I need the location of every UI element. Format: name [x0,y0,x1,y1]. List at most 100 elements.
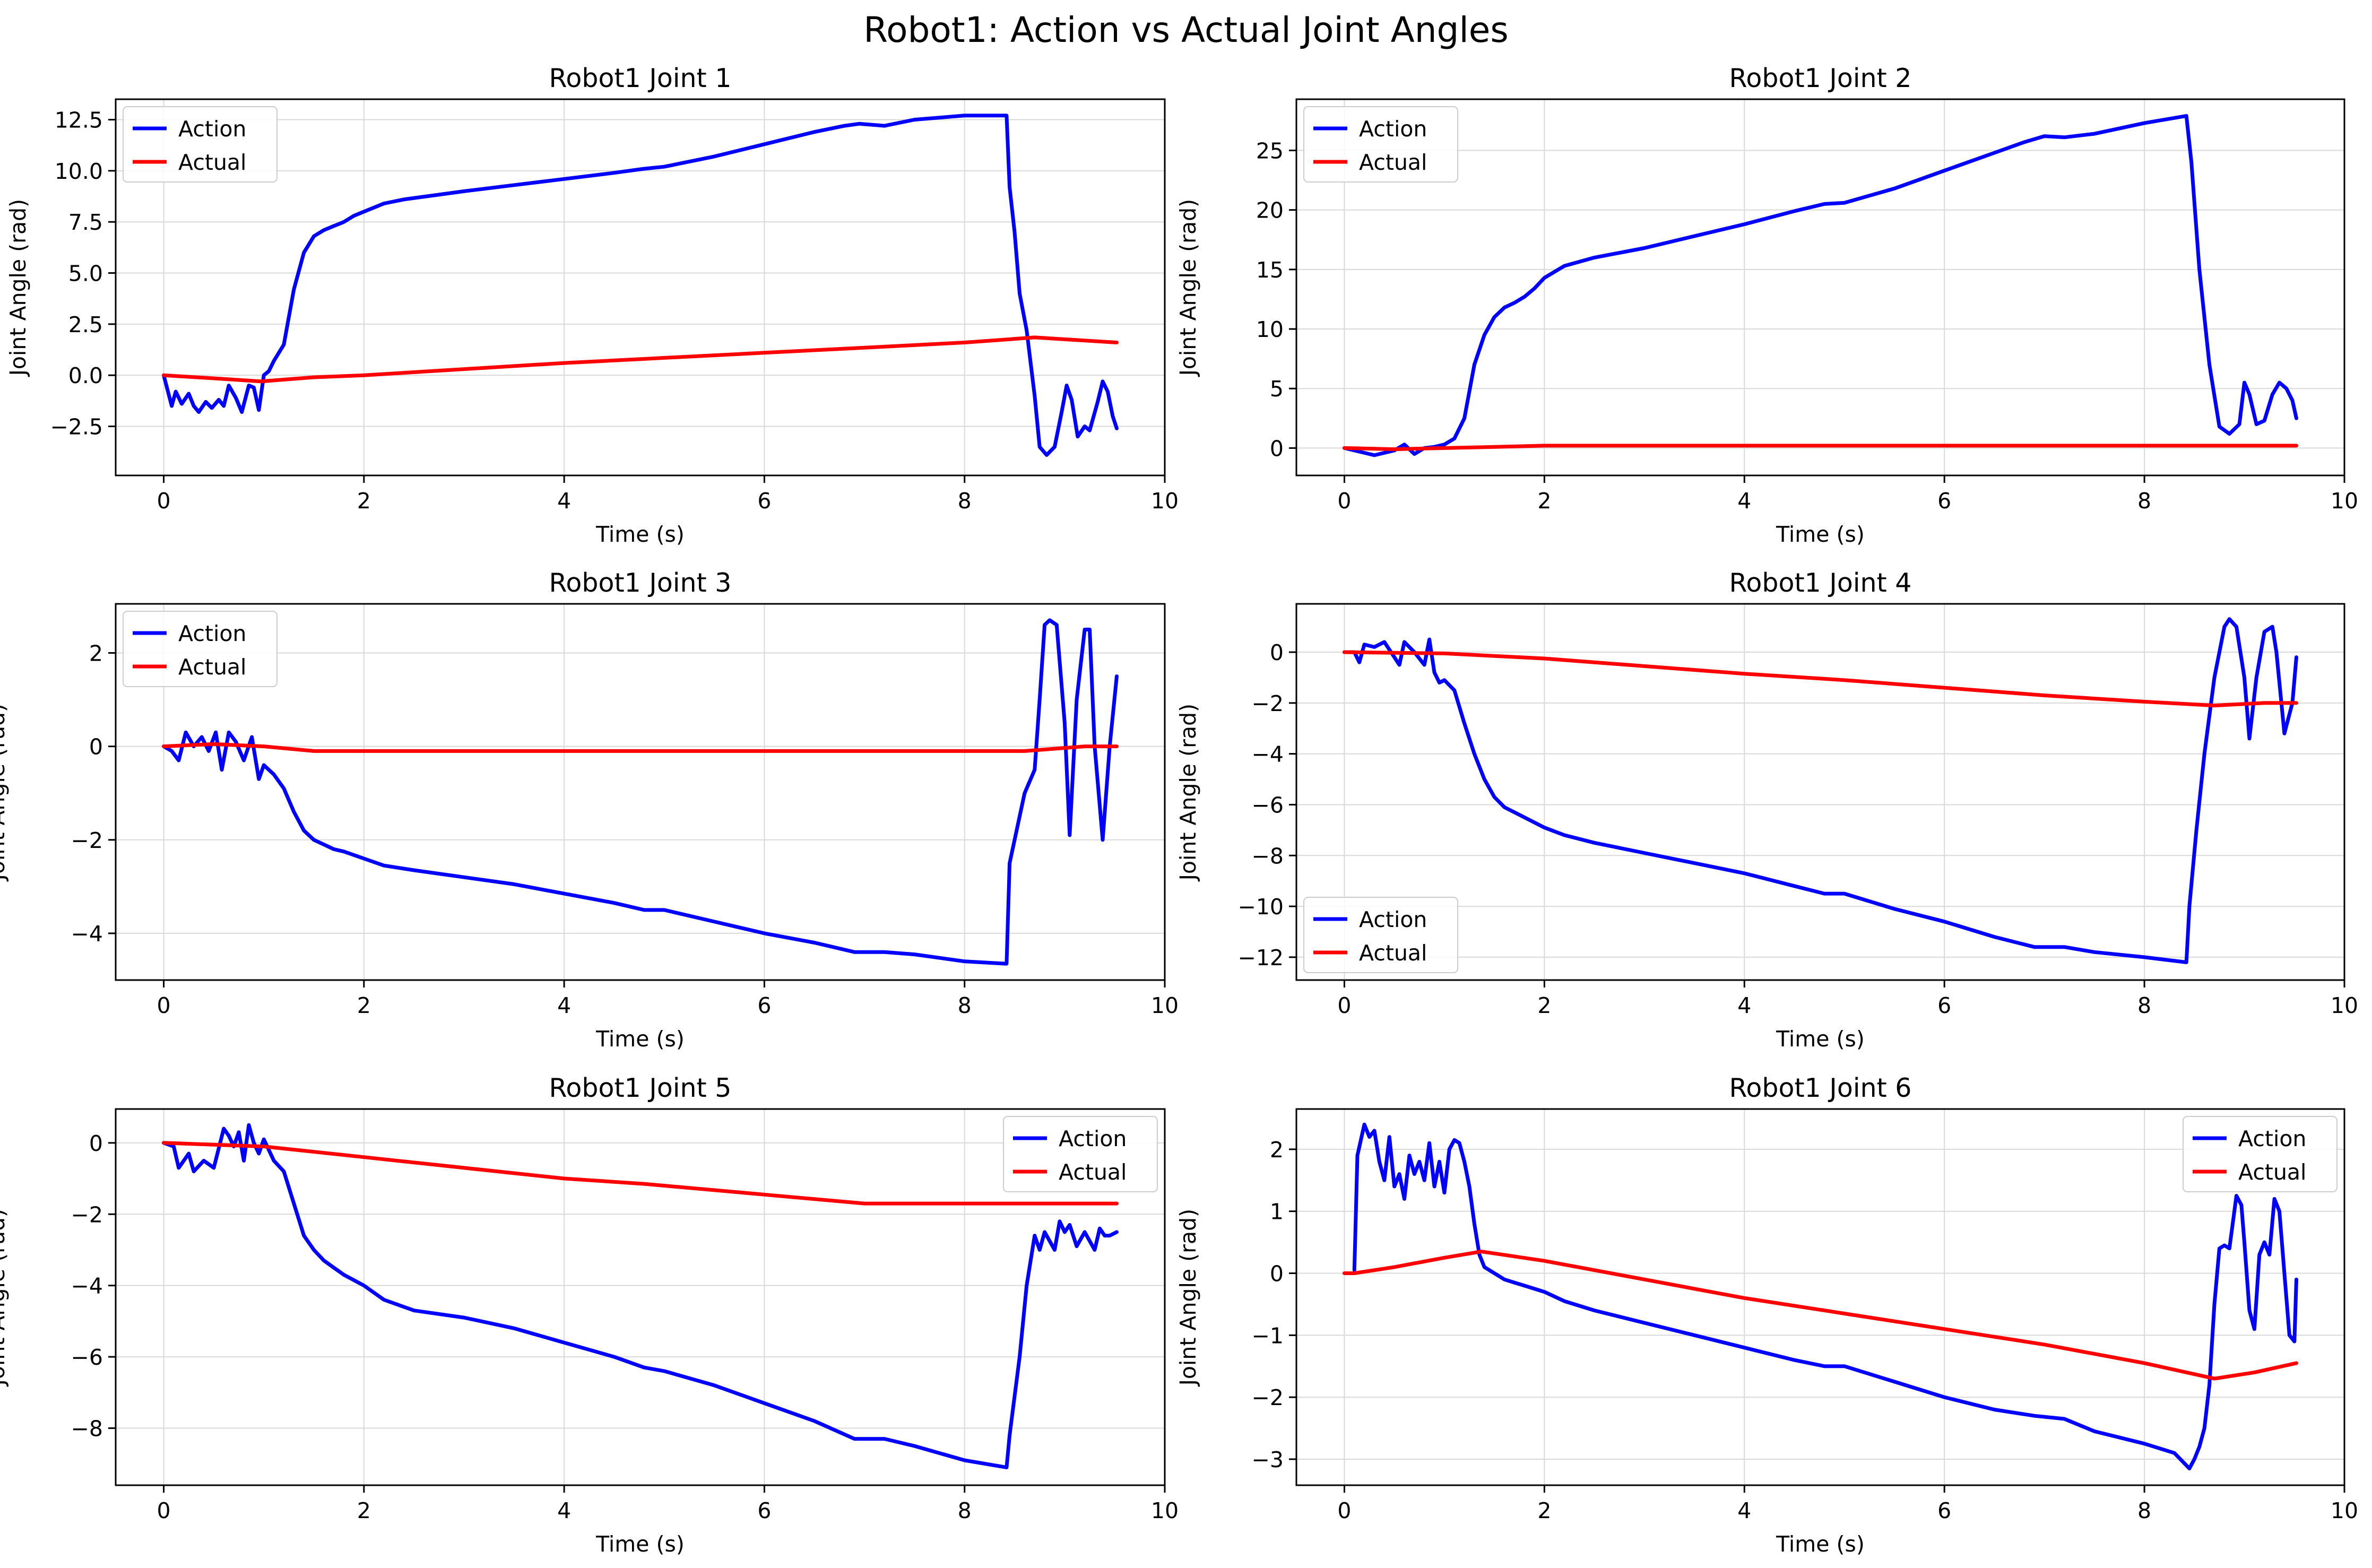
x-tick-label: 0 [157,488,171,514]
x-tick-label: 10 [2331,488,2358,514]
x-tick-label: 10 [1151,1498,1179,1523]
y-tick-label: 0 [1270,640,1284,665]
x-tick-label: 4 [1737,488,1751,514]
y-tick-label: −8 [1252,843,1284,869]
x-tick-label: 8 [958,488,972,514]
subplot-joint-4: 0 2 4 6 8 10 −12 −10 −8 −6 −4 −2 0 Robot1 Joint 4 Time… [1175,568,2358,1052]
y-tick-label: 0.0 [68,363,103,388]
y-tick-label: 5 [1270,376,1284,402]
y-tick-label: −2 [71,1202,103,1227]
y-tick-label: 0 [1270,1261,1284,1287]
figure-title: Robot1: Action vs Actual Joint Angles [863,10,1509,50]
y-tick-label: −2 [71,828,103,853]
subplot-title: Robot1 Joint 5 [549,1073,732,1103]
x-axis-label: Time (s) [1776,1026,1865,1052]
y-axis-label: Joint Angle (rad) [1175,704,1201,882]
y-tick-label: 15 [1256,257,1284,283]
x-tick-label: 10 [1151,488,1179,514]
series-line-actual [1343,650,2298,708]
y-tick-label: −6 [1252,792,1284,818]
series-line-actual [1343,1250,2298,1381]
y-tick-label: 0 [89,1131,103,1156]
x-tick-label: 6 [1937,1498,1951,1523]
x-axis-label: Time (s) [595,522,685,547]
legend-label-actual: Actual [1059,1159,1127,1185]
subplot-joint-3: 0 2 4 6 8 10 −4 −2 0 2 Robot1 Joint 3 Time (s) Joint… [0,568,1179,1052]
y-tick-label: −12 [1237,945,1284,971]
x-tick-label: 2 [357,1498,371,1523]
series-line-action [1352,1122,2298,1470]
x-tick-label: 6 [1937,993,1951,1018]
subplot-title: Robot1 Joint 4 [1729,568,1912,598]
y-tick-label: −3 [1252,1447,1284,1472]
subplot-joint-6: 0 2 4 6 8 10 −3 −2 −1 0 1 2 Robot1 Joint 6 Time (s) Jo… [1175,1073,2358,1557]
x-tick-label: 0 [1337,488,1351,514]
y-axis-label: Joint Angle (rad) [0,704,10,882]
x-tick-label: 2 [357,488,371,514]
legend-label-actual: Actual [1359,940,1427,966]
legend: Action Actual [123,106,278,183]
axes-frame [1295,98,2345,477]
subplot-title: Robot1 Joint 1 [549,63,732,93]
subplot-joint-2: 0 2 4 6 8 10 0 5 10 15 20 25 Robot1 Joint 2 Time (s) J… [1175,63,2358,547]
x-tick-label: 6 [757,1498,771,1523]
y-tick-label: −1 [1252,1323,1284,1348]
x-tick-label: 6 [757,488,771,514]
subplot-joint-5: 0 2 4 6 8 10 −8 −6 −4 −2 0 Robot1 Joint 5 Time (s) Jo… [0,1073,1179,1557]
legend-label-action: Action [1059,1126,1127,1151]
y-tick-label: 7.5 [68,210,103,235]
series-line-actual [162,1141,1119,1206]
x-tick-label: 10 [2331,993,2358,1018]
y-tick-label: −4 [1252,742,1284,767]
series-line-action [1343,114,2298,457]
x-tick-label: 4 [1737,1498,1751,1523]
legend: Action Actual [1303,106,1458,183]
x-tick-label: 0 [157,1498,171,1523]
legend-label-action: Action [178,116,246,142]
series-line-actual [1343,444,2298,452]
y-tick-label: −2.5 [50,414,103,440]
y-tick-label: 2 [1270,1137,1284,1163]
x-axis-label: Time (s) [595,1026,685,1052]
x-tick-label: 4 [557,488,571,514]
y-tick-label: 12.5 [55,108,103,133]
y-tick-label: 1 [1270,1199,1284,1225]
legend-label-actual: Actual [1359,150,1427,175]
legend: Action Actual [1003,1116,1158,1192]
legend-label-action: Action [1359,907,1427,932]
x-tick-label: 4 [1737,993,1751,1018]
x-tick-label: 4 [557,1498,571,1523]
subplot-title: Robot1 Joint 3 [549,568,732,598]
x-tick-label: 2 [1537,993,1551,1018]
y-tick-label: −6 [71,1345,103,1370]
subplot-joint-1: 0 2 4 6 8 10 −2.5 0.0 2.5 5.0 7.5 10.0 12.5 Robot1 Jo… [5,63,1179,547]
x-tick-label: 10 [2331,1498,2358,1523]
x-axis-label: Time (s) [1776,1531,1865,1557]
y-tick-label: −4 [71,1274,103,1299]
legend-label-actual: Actual [2238,1159,2306,1185]
subplot-title: Robot1 Joint 6 [1729,1073,1912,1103]
legend-label-action: Action [1359,116,1427,142]
x-tick-label: 10 [1151,993,1179,1018]
legend: Action Actual [1303,897,1458,973]
series-line-action [162,1123,1119,1469]
legend-label-action: Action [178,621,246,646]
series-line-action [162,114,1119,457]
x-tick-label: 8 [2137,1498,2151,1523]
y-tick-label: 0 [1270,436,1284,461]
x-tick-label: 4 [557,993,571,1018]
y-tick-label: 2.5 [68,312,103,337]
x-tick-label: 2 [1537,1498,1551,1523]
axes-frame [1295,1108,2345,1486]
x-tick-label: 8 [2137,993,2151,1018]
series-line-actual [162,335,1119,384]
legend-label-action: Action [2238,1126,2306,1151]
x-tick-label: 0 [1337,993,1351,1018]
y-tick-label: 20 [1256,198,1284,223]
y-tick-label: −2 [1252,1385,1284,1410]
x-tick-label: 2 [357,993,371,1018]
y-axis-label: Joint Angle (rad) [1175,1209,1201,1387]
series-line-action [1343,617,2298,964]
y-tick-label: −4 [71,921,103,947]
